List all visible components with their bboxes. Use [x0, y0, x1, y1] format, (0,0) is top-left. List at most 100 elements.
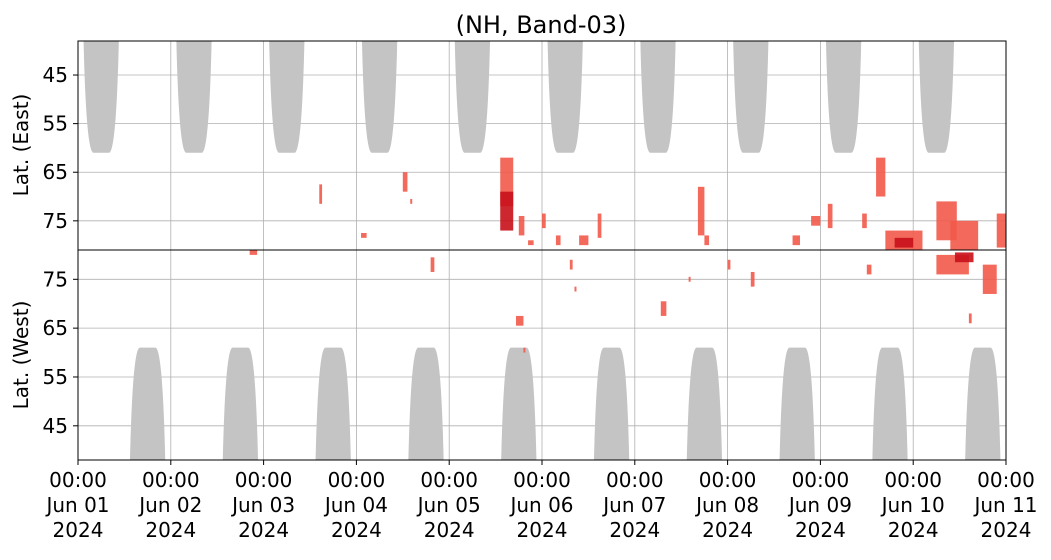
event-mark — [402, 172, 408, 192]
x-tick-label: 00:00 — [792, 468, 850, 492]
x-tick-label: Jun 11 — [972, 493, 1037, 517]
event-mark — [876, 157, 886, 197]
x-tick-label: 00:00 — [235, 468, 293, 492]
event-mark — [996, 213, 1006, 248]
y-tick-label: 75 — [43, 209, 68, 233]
x-tick-label: 2024 — [981, 518, 1032, 542]
x-tick-label: Jun 08 — [694, 493, 759, 517]
event-mark — [894, 237, 914, 248]
x-tick-label: Jun 03 — [230, 493, 295, 517]
event-mark — [528, 240, 534, 246]
event-mark — [518, 215, 525, 236]
bottom-night-shading — [129, 347, 1001, 460]
night-shade-region — [129, 347, 166, 460]
event-mark — [516, 315, 524, 326]
event-mark — [579, 235, 589, 246]
x-tick-label: 00:00 — [606, 468, 664, 492]
x-tick-label: 2024 — [517, 518, 568, 542]
x-tick-label: 2024 — [609, 518, 660, 542]
event-mark — [704, 235, 710, 246]
top-y-axis-label: Lat. (East) — [9, 94, 33, 197]
event-mark — [727, 259, 731, 270]
event-mark — [523, 347, 526, 353]
x-tick-label: 00:00 — [49, 468, 107, 492]
x-tick-label: Jun 04 — [323, 493, 388, 517]
x-tick-label: Jun 07 — [601, 493, 666, 517]
x-tick-label: 2024 — [331, 518, 382, 542]
x-tick-label: 2024 — [238, 518, 289, 542]
event-mark — [361, 232, 367, 238]
y-tick-label: 65 — [43, 316, 68, 340]
y-tick-label: 45 — [43, 63, 68, 87]
night-shade-region — [593, 347, 630, 460]
night-shade-region — [733, 41, 769, 153]
x-tick-label: 2024 — [702, 518, 753, 542]
x-tick-label: 2024 — [424, 518, 475, 542]
night-shade-region — [825, 41, 862, 153]
event-mark — [750, 271, 755, 287]
event-mark — [410, 198, 413, 204]
night-shade-region — [83, 41, 119, 153]
x-tick-label: 00:00 — [328, 468, 386, 492]
top-events — [319, 157, 1006, 250]
night-shade-region — [454, 41, 491, 153]
bottom-panel: 75 65 55 45 Lat. (West) — [9, 249, 1007, 461]
y-tick-label: 45 — [43, 414, 68, 438]
event-mark — [597, 213, 602, 238]
night-shade-region — [640, 41, 676, 153]
night-shade-region — [918, 41, 955, 153]
night-shade-region — [965, 347, 1001, 460]
x-tick-label: Jun 10 — [880, 493, 945, 517]
x-tick-label: 2024 — [795, 518, 846, 542]
x-tick-label: 00:00 — [142, 468, 200, 492]
night-shade-region — [686, 347, 723, 460]
night-shade-region — [872, 347, 908, 460]
night-shade-region — [501, 347, 537, 460]
y-tick-label: 55 — [43, 112, 68, 136]
y-tick-label: 55 — [43, 365, 68, 389]
x-tick-label: 00:00 — [420, 468, 478, 492]
event-mark — [968, 313, 972, 324]
event-mark — [862, 213, 867, 229]
top-night-shading — [83, 41, 955, 153]
event-mark — [574, 286, 577, 292]
x-tick-label: 00:00 — [699, 468, 757, 492]
x-tick-label: 00:00 — [513, 468, 571, 492]
night-shade-region — [779, 347, 815, 460]
x-tick-label: Jun 09 — [787, 493, 852, 517]
event-mark — [660, 301, 667, 316]
night-shade-region — [408, 347, 444, 460]
event-mark — [792, 235, 800, 246]
event-mark — [319, 184, 323, 204]
bottom-y-ticks: 75 65 55 45 — [43, 267, 78, 438]
x-tick-label: 00:00 — [977, 468, 1035, 492]
y-tick-label: 75 — [43, 267, 68, 291]
event-mark — [430, 257, 435, 272]
event-mark — [697, 186, 705, 236]
night-shade-region — [361, 41, 398, 153]
event-mark — [866, 264, 872, 275]
night-shade-region — [176, 41, 212, 153]
x-tick-label: Jun 06 — [508, 493, 573, 517]
night-shade-region — [222, 347, 259, 460]
x-tick-label: Jun 05 — [416, 493, 481, 517]
y-tick-label: 65 — [43, 160, 68, 184]
event-mark — [982, 264, 997, 294]
event-mark — [950, 220, 979, 250]
night-shade-region — [547, 41, 583, 153]
event-mark — [954, 252, 974, 263]
top-panel: 45 55 65 75 Lat. (East) — [9, 40, 1007, 251]
event-mark — [249, 250, 258, 255]
event-mark — [811, 215, 821, 226]
event-mark — [688, 276, 691, 282]
top-y-ticks: 45 55 65 75 — [43, 63, 78, 233]
event-mark — [827, 203, 833, 229]
event-mark — [542, 213, 546, 229]
bottom-y-axis-label: Lat. (West) — [9, 301, 33, 410]
event-mark — [500, 191, 514, 231]
chart-title: (NH, Band-03) — [456, 11, 627, 39]
x-tick-label: Jun 01 — [44, 493, 109, 517]
night-shade-region — [269, 41, 305, 153]
x-tick-label: 2024 — [145, 518, 196, 542]
